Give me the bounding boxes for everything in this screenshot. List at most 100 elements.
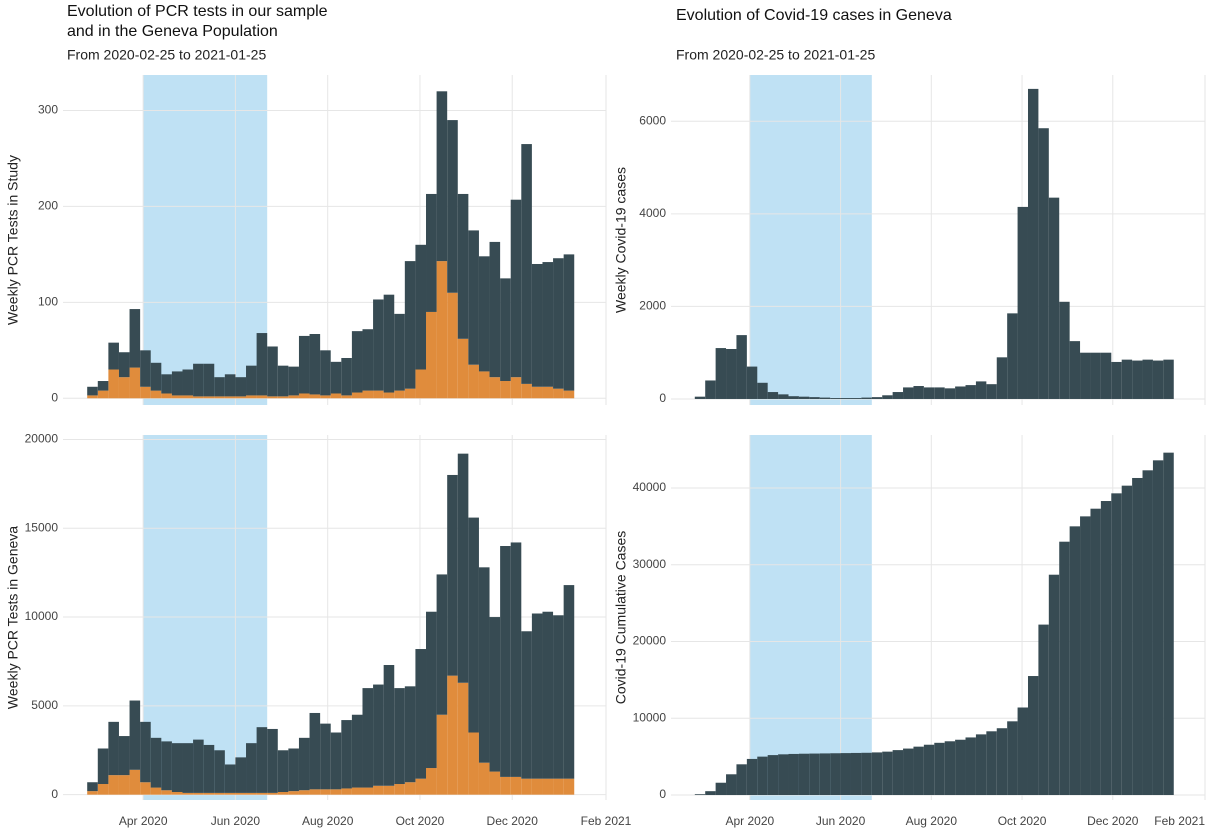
bar — [383, 392, 395, 399]
bar — [903, 748, 914, 796]
bar — [140, 721, 151, 783]
x-tick-label: Feb 2021 — [1154, 814, 1205, 828]
bar — [553, 778, 564, 795]
bar — [736, 764, 747, 796]
bar — [171, 371, 183, 396]
y-tick-label: 200 — [38, 199, 58, 213]
y-tick-label: 0 — [659, 391, 666, 405]
y-tick-label: 6000 — [639, 113, 666, 127]
bar — [1080, 352, 1091, 399]
bar — [394, 784, 405, 795]
bar — [447, 120, 458, 293]
bar — [767, 755, 779, 796]
bar — [521, 144, 532, 384]
bar — [140, 782, 151, 795]
bar — [108, 369, 119, 399]
bar — [489, 377, 501, 399]
y-tick-label: 15000 — [25, 520, 59, 534]
bar — [778, 754, 789, 796]
bar — [478, 762, 490, 795]
bar — [705, 380, 716, 399]
bar — [542, 386, 554, 399]
y-tick-label: 5000 — [31, 698, 58, 712]
bar — [489, 241, 501, 378]
bar — [563, 390, 575, 399]
bar — [436, 714, 448, 795]
bar — [809, 397, 820, 399]
bar — [715, 348, 727, 399]
bar — [934, 742, 945, 796]
bar — [161, 374, 172, 394]
bar — [1111, 493, 1122, 796]
chart-title: Evolution of PCR tests in our sample — [67, 3, 328, 20]
x-tick-label: Jun 2020 — [211, 814, 261, 828]
bar — [840, 398, 851, 399]
x-tick-label: Oct 2020 — [998, 814, 1047, 828]
bar — [426, 768, 437, 795]
bar — [965, 737, 976, 796]
bar — [923, 387, 935, 399]
x-tick-label: Jun 2020 — [816, 814, 866, 828]
bar — [1111, 361, 1122, 399]
bar — [298, 393, 310, 399]
bar — [892, 392, 904, 399]
bar — [330, 361, 342, 394]
bar — [1132, 477, 1143, 796]
y-tick-label: 10000 — [633, 710, 667, 724]
y-tick-label: 2000 — [639, 299, 666, 313]
bar — [161, 393, 172, 399]
shaded-period — [749, 435, 872, 800]
bar — [362, 787, 374, 795]
bar — [478, 256, 490, 372]
bar — [235, 792, 247, 795]
bar — [510, 776, 522, 795]
bar — [150, 362, 162, 391]
bar — [861, 752, 872, 796]
bar — [798, 396, 810, 399]
bar — [182, 369, 194, 396]
y-tick-label: 30000 — [633, 557, 667, 571]
bar — [214, 396, 225, 399]
bar — [256, 727, 268, 793]
bar — [129, 700, 141, 770]
bar — [129, 367, 141, 399]
bar — [510, 377, 522, 399]
bar — [510, 542, 522, 777]
bar — [404, 388, 416, 399]
bar — [320, 789, 331, 795]
bar — [798, 753, 810, 796]
bar — [351, 331, 363, 393]
bar — [830, 398, 841, 399]
bar — [426, 311, 437, 399]
bar — [478, 567, 490, 763]
bar — [996, 357, 1008, 399]
x-tick-label: Dec 2020 — [1087, 814, 1139, 828]
bar — [1007, 313, 1018, 399]
bar — [746, 758, 758, 796]
bar — [531, 386, 543, 399]
bar — [788, 753, 799, 796]
bar — [182, 792, 194, 795]
bar — [500, 776, 511, 795]
bar — [996, 728, 1008, 796]
bar — [87, 395, 98, 399]
bar — [563, 585, 575, 779]
y-tick-label: 300 — [38, 103, 58, 117]
bar — [171, 743, 183, 793]
bar — [394, 688, 405, 785]
bar — [118, 775, 130, 795]
y-tick-label: 4000 — [639, 206, 666, 220]
bar — [563, 778, 575, 795]
bar — [468, 230, 479, 365]
bar — [553, 615, 564, 779]
bar — [1027, 88, 1039, 399]
bar — [1152, 360, 1164, 399]
bar — [1090, 352, 1101, 399]
bar — [171, 395, 183, 399]
bar — [553, 258, 564, 389]
bar — [171, 792, 183, 795]
bar — [830, 753, 841, 796]
chart-subtitle: From 2020-02-25 to 2021-01-25 — [67, 47, 266, 63]
bar — [553, 388, 564, 399]
